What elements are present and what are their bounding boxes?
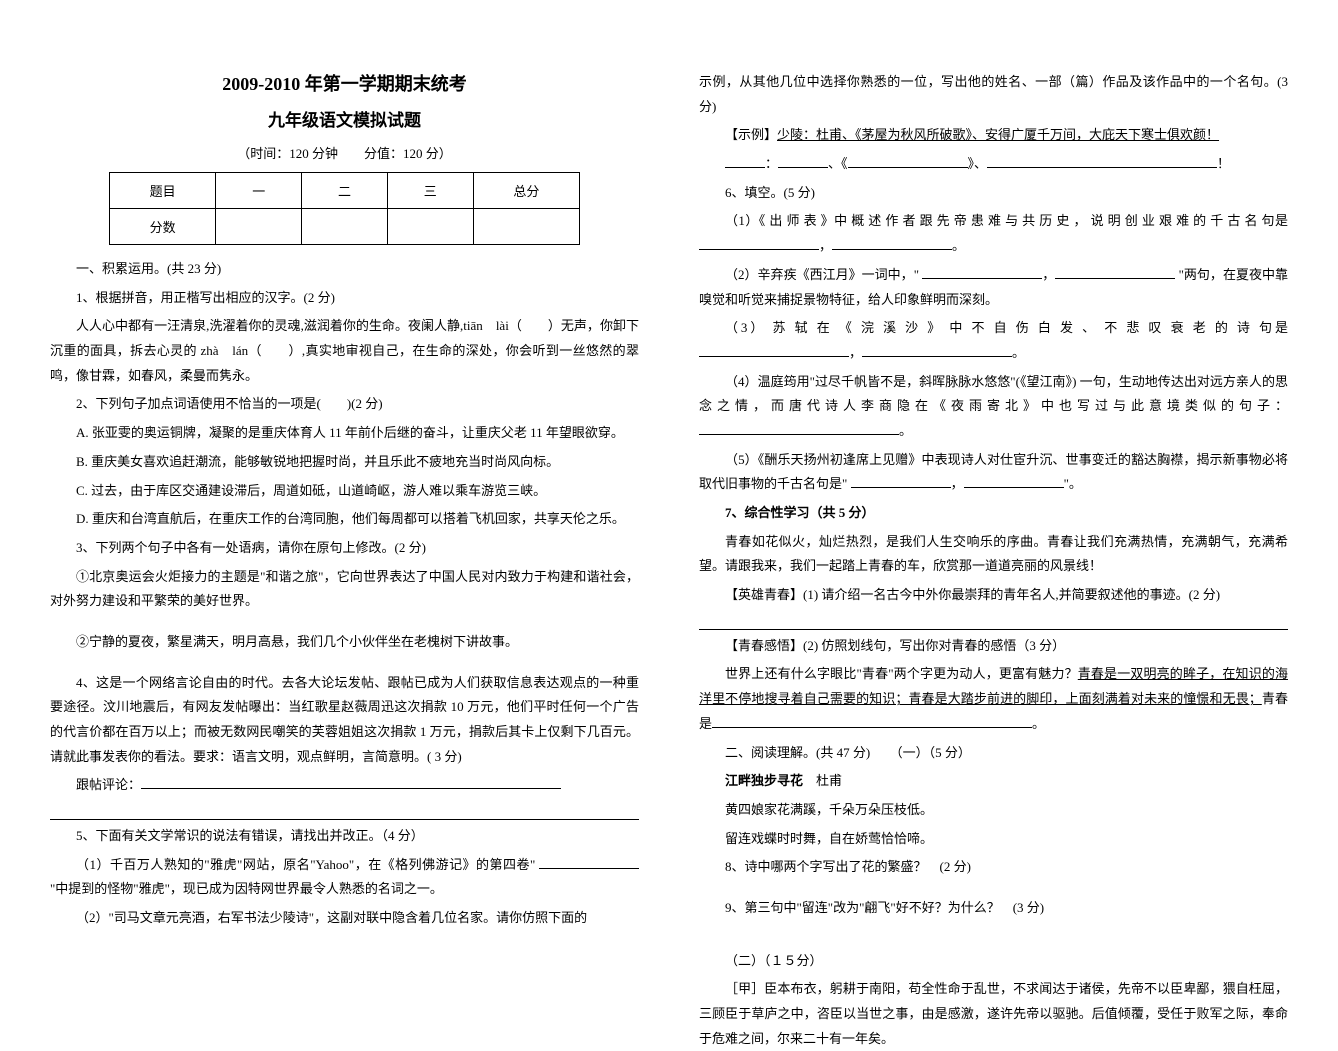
blank bbox=[987, 152, 1217, 168]
example-label: 【示例】 bbox=[725, 127, 777, 142]
q2d: D. 重庆和台湾直航后，在重庆工作的台湾同胞，他们每周都可以搭着飞机回家，共享天… bbox=[50, 507, 639, 532]
q1: 1、根据拼音，用正楷写出相应的汉字。(2 分) bbox=[50, 286, 639, 311]
q2: 2、下列句子加点词语使用不恰当的一项是( )(2 分) bbox=[50, 392, 639, 417]
cell: 题目 bbox=[109, 173, 215, 209]
q7-label: 7、综合性学习（共 5 分） bbox=[725, 505, 875, 520]
cell bbox=[473, 209, 579, 245]
q5b: （2）"司马文章元亮酒，右军书法少陵诗"，这副对联中隐含着几位名家。请你仿照下面… bbox=[50, 906, 639, 931]
q7: 7、综合性学习（共 5 分） bbox=[699, 501, 1288, 526]
blank bbox=[712, 712, 1032, 728]
blank-line bbox=[50, 802, 639, 820]
q7-1: 【英雄青春】(1) 请介绍一名古今中外你最崇拜的青年名人,并简要叙述他的事迹。(… bbox=[699, 583, 1288, 608]
blank bbox=[778, 152, 828, 168]
section-2-2-heading: （二）（１５分） bbox=[699, 949, 1288, 974]
section-2-heading: 二、阅读理解。(共 47 分) （一）（5 分） bbox=[699, 741, 1288, 766]
q5a-pre: （1）千百万人熟知的"雅虎"网站，原名"Yahoo"，在《格列佛游记》的第四卷" bbox=[76, 857, 535, 872]
right-column: 示例，从其他几位中选择你熟悉的一位，写出他的姓名、一部（篇）作品及该作品中的一个… bbox=[669, 70, 1318, 925]
cell: 分数 bbox=[109, 209, 215, 245]
blank-line bbox=[699, 612, 1288, 630]
time-info: （时间：120 分钟 分值：120 分） bbox=[50, 143, 639, 162]
cell bbox=[387, 209, 473, 245]
score-table: 题目 一 二 三 总分 分数 bbox=[109, 172, 580, 245]
cell: 总分 bbox=[473, 173, 579, 209]
example-blank-line: ：、《》、！ bbox=[699, 152, 1288, 177]
q6-2: （2）辛弃疾《西江月》一词中，" ， "两句，在夏夜中靠嗅觉和听觉来捕捉景物特征… bbox=[699, 263, 1288, 312]
q4-label-text: 跟帖评论： bbox=[76, 777, 141, 792]
blank bbox=[1055, 263, 1175, 279]
poem-line-2: 留连戏蝶时时舞，自在娇莺恰恰啼。 bbox=[699, 827, 1288, 852]
poem-heading: 江畔独步寻花 杜甫 bbox=[699, 769, 1288, 794]
main-title-1: 2009-2010 年第一学期期末统考 bbox=[50, 70, 639, 96]
blank bbox=[699, 419, 899, 435]
example-text: 少陵：杜甫、《茅屋为秋风所破歌》、安得广厦千万间，大庇天下寒士俱欢颜！ bbox=[777, 127, 1219, 142]
q6-1: （1）《 出 师 表 》中 概 述 作 者 跟 先 帝 患 难 与 共 历 史 … bbox=[699, 209, 1288, 258]
table-row: 题目 一 二 三 总分 bbox=[109, 173, 579, 209]
q2a: A. 张亚雯的奥运铜牌，凝聚的是重庆体育人 11 年前仆后继的奋斗，让重庆父老 … bbox=[50, 421, 639, 446]
blank bbox=[699, 234, 819, 250]
blank bbox=[725, 152, 765, 168]
blank bbox=[862, 341, 1012, 357]
poem-line-1: 黄四娘家花满蹊，千朵万朵压枝低。 bbox=[699, 798, 1288, 823]
q7-2-pre: 世界上还有什么字眼比"青春"两个字更为动人，更富有魅力？ bbox=[725, 666, 1078, 681]
passage-jia: ［甲］臣本布衣，躬耕于南阳，苟全性命于乱世，不求闻达于诸侯，先帝不以臣卑鄙，猥自… bbox=[699, 977, 1288, 1051]
q5a: （1）千百万人熟知的"雅虎"网站，原名"Yahoo"，在《格列佛游记》的第四卷"… bbox=[50, 853, 639, 902]
blank bbox=[539, 853, 639, 869]
blank bbox=[699, 341, 849, 357]
q5: 5、下面有关文学常识的说法有错误，请找出并改正。（4 分） bbox=[50, 824, 639, 849]
q6-2-pre: （2）辛弃疾《西江月》一词中，" bbox=[725, 267, 919, 282]
left-column: 2009-2010 年第一学期期末统考 九年级语文模拟试题 （时间：120 分钟… bbox=[20, 70, 669, 925]
q7-2-text: 世界上还有什么字眼比"青春"两个字更为动人，更富有魅力？青春是一双明亮的眸子，在… bbox=[699, 662, 1288, 736]
q5-cont: 示例，从其他几位中选择你熟悉的一位，写出他的姓名、一部（篇）作品及该作品中的一个… bbox=[699, 70, 1288, 119]
cell bbox=[302, 209, 388, 245]
cell: 二 bbox=[302, 173, 388, 209]
q9: 9、第三句中"留连"改为"翩飞"好不好？为什么？ (3 分) bbox=[699, 896, 1288, 921]
q6-3-pre: （3） 苏 轼 在 《 浣 溪 沙 》 中 不 自 伤 白 发 、 不 悲 叹 … bbox=[725, 320, 1288, 335]
q1-text: 人人心中都有一汪清泉,洗濯着你的灵魂,滋润着你的生命。夜阑人静,tiān lài… bbox=[50, 314, 639, 388]
q6-4: （4）温庭筠用"过尽千帆皆不是，斜晖脉脉水悠悠"(《望江南》) 一句，生动地传达… bbox=[699, 370, 1288, 444]
q7-text: 青春如花似火，灿烂热烈，是我们人生交响乐的序曲。青春让我们充满热情，充满朝气，充… bbox=[699, 530, 1288, 579]
cell bbox=[216, 209, 302, 245]
blank-line bbox=[141, 773, 561, 789]
example: 【示例】少陵：杜甫、《茅屋为秋风所破歌》、安得广厦千万间，大庇天下寒士俱欢颜！ bbox=[699, 123, 1288, 148]
poem-author: 杜甫 bbox=[816, 773, 842, 788]
q6-1-pre: （1）《 出 师 表 》中 概 述 作 者 跟 先 帝 患 难 与 共 历 史 … bbox=[725, 213, 1288, 228]
q6: 6、填空。(5 分) bbox=[699, 181, 1288, 206]
main-title-2: 九年级语文模拟试题 bbox=[50, 106, 639, 131]
blank bbox=[832, 234, 952, 250]
cell: 一 bbox=[216, 173, 302, 209]
q5a-post: "中提到的怪物"雅虎"，现已成为因特网世界最令人熟悉的名词之一。 bbox=[50, 881, 443, 896]
blank bbox=[922, 263, 1042, 279]
q7-2: 【青春感悟】(2) 仿照划线句，写出你对青春的感悟（3 分） bbox=[699, 634, 1288, 659]
q4: 4、这是一个网络言论自由的时代。去各大论坛发帖、跟帖已成为人们获取信息表达观点的… bbox=[50, 671, 639, 770]
q3b: ②宁静的夏夜，繁星满天，明月高悬，我们几个小伙伴坐在老槐树下讲故事。 bbox=[50, 630, 639, 655]
q4-label: 跟帖评论： bbox=[50, 773, 639, 798]
q8: 8、诗中哪两个字写出了花的繁盛？ (2 分) bbox=[699, 855, 1288, 880]
q3a: ①北京奥运会火炬接力的主题是"和谐之旅"，它向世界表达了中国人民对内致力于构建和… bbox=[50, 565, 639, 614]
poem-title: 江畔独步寻花 bbox=[725, 773, 803, 788]
blank bbox=[851, 472, 951, 488]
q2c: C. 过去，由于库区交通建设滞后，周道如砥，山道崎岖，游人难以乘车游览三峡。 bbox=[50, 479, 639, 504]
table-row: 分数 bbox=[109, 209, 579, 245]
q6-5: （5）《酬乐天扬州初逢席上见赠》中表现诗人对仕宦升沉、世事变迁的豁达胸襟，揭示新… bbox=[699, 448, 1288, 497]
q2b: B. 重庆美女喜欢追赶潮流，能够敏锐地把握时尚，并且乐此不疲地充当时尚风向标。 bbox=[50, 450, 639, 475]
blank bbox=[848, 152, 968, 168]
blank bbox=[964, 472, 1064, 488]
section-1-heading: 一、积累运用。(共 23 分) bbox=[50, 257, 639, 282]
q6-4-text: （4）温庭筠用"过尽千帆皆不是，斜晖脉脉水悠悠"(《望江南》) 一句，生动地传达… bbox=[699, 374, 1288, 414]
q6-3: （3） 苏 轼 在 《 浣 溪 沙 》 中 不 自 伤 白 发 、 不 悲 叹 … bbox=[699, 316, 1288, 365]
q3: 3、下列两个句子中各有一处语病，请你在原句上修改。(2 分) bbox=[50, 536, 639, 561]
cell: 三 bbox=[387, 173, 473, 209]
